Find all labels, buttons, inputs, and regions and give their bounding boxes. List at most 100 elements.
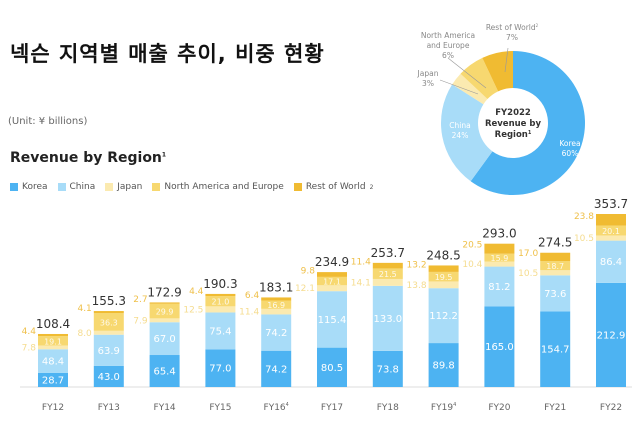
- donut-slice-rest-of-world: [482, 51, 513, 92]
- bar-value-label: 10.4: [462, 260, 482, 270]
- bar-value-label: 7.9: [133, 316, 148, 326]
- bar-segment-north-america-and-europe: [372, 268, 403, 279]
- bar-segment-japan: [149, 318, 180, 323]
- bar-segment-china: [372, 285, 403, 351]
- bar-total-label: 248.5: [426, 248, 460, 262]
- donut-slice-percent: 3%: [422, 79, 434, 88]
- legend-item-north-america-and-europe: North America and Europe: [152, 182, 284, 192]
- bar-value-label: 12.1: [295, 284, 315, 294]
- bar-value-label: 67.0: [153, 334, 175, 345]
- bar-segment-china: [261, 314, 292, 351]
- chart-title: Revenue by Region1: [10, 150, 166, 166]
- bar-segment-korea: [38, 372, 68, 387]
- bar-value-label: 75.4: [209, 326, 231, 337]
- bar-segment-north-america-and-europe: [149, 303, 180, 319]
- x-tick-label: FY20: [488, 403, 510, 413]
- bar-total-label: 253.7: [371, 246, 405, 260]
- bar-segment-north-america-and-europe: [205, 296, 236, 307]
- page-title: 넥슨 지역별 매출 추이, 비중 현황: [10, 42, 325, 66]
- donut-center-label: Revenue by: [485, 119, 542, 129]
- bar-segment-north-america-and-europe: [317, 276, 347, 286]
- leader-line: [447, 57, 487, 89]
- bar-value-label: 48.4: [42, 357, 64, 368]
- bar-segment-rest-of-world: [261, 297, 292, 301]
- bar-segment-china: [38, 349, 68, 373]
- unit-label: (Unit: ¥ billions): [8, 116, 88, 127]
- x-tick-label: FY14: [154, 403, 176, 413]
- bar-value-label: 74.2: [265, 328, 287, 339]
- bar-value-label: 17.0: [518, 249, 538, 259]
- donut-slice-percent: 7%: [506, 33, 518, 42]
- bar-segment-korea: [205, 349, 236, 387]
- bar-segment-north-america-and-europe: [93, 313, 124, 331]
- donut-slice-name: and Europe: [427, 41, 470, 50]
- bar-total-label: 172.9: [147, 285, 181, 299]
- legend-label: North America and Europe: [164, 182, 284, 192]
- bar-value-label: 13.8: [407, 281, 427, 291]
- bar-value-label: 43.0: [98, 372, 120, 383]
- x-tick-label: FY18: [377, 403, 399, 413]
- donut-slice-percent: 6%: [442, 51, 454, 60]
- bar-total-label: 274.5: [538, 236, 572, 250]
- donut-slice-japan: [452, 73, 488, 105]
- bar-segment-korea: [428, 343, 459, 387]
- bar-value-label: 11.4: [351, 258, 371, 268]
- bar-segment-korea: [149, 355, 180, 387]
- bar-value-label: 4.1: [77, 304, 91, 314]
- bar-segment-china: [428, 288, 459, 344]
- donut-slice-name: Japan: [417, 69, 439, 78]
- bar-segment-japan: [428, 281, 459, 289]
- x-tick-label: FY12: [42, 403, 64, 413]
- legend-label: Korea: [22, 182, 48, 192]
- bar-value-label: 63.9: [98, 346, 120, 357]
- bar-total-label: 155.3: [92, 294, 126, 308]
- bar-segment-china: [484, 266, 515, 307]
- legend-item-china: China: [57, 182, 95, 192]
- bar-value-label: 74.2: [265, 364, 287, 375]
- bar-segment-korea: [596, 282, 626, 387]
- bar-segment-china: [93, 334, 124, 366]
- bar-total-label: 108.4: [36, 317, 70, 331]
- bar-value-label: 115.4: [318, 315, 347, 326]
- bar-value-label: 19.5: [435, 273, 453, 282]
- bar-value-label: 23.8: [574, 212, 594, 222]
- bar-value-label: 6.4: [245, 291, 260, 301]
- bar-segment-china: [149, 322, 180, 356]
- x-tick-label: FY194: [431, 402, 456, 413]
- bar-segment-north-america-and-europe: [428, 271, 459, 282]
- bar-segment-north-america-and-europe: [38, 336, 68, 346]
- bar-segment-korea: [93, 365, 124, 387]
- donut-slice-percent: 60%: [562, 149, 579, 158]
- donut-center-label: Region1: [495, 130, 532, 140]
- bar-segment-china: [317, 291, 347, 348]
- bar-total-label: 183.1: [259, 280, 293, 294]
- bar-value-label: 15.9: [490, 254, 508, 263]
- bar-value-label: 165.0: [485, 342, 514, 353]
- legend-item-korea: Korea: [10, 182, 48, 192]
- bar-value-label: 2.7: [133, 295, 147, 305]
- bar-segment-rest-of-world: [205, 293, 236, 297]
- bar-value-label: 29.9: [156, 308, 174, 317]
- bar-value-label: 4.4: [189, 287, 204, 297]
- bar-segment-japan: [38, 345, 68, 350]
- bar-value-label: 4.4: [22, 327, 37, 337]
- bar-segment-rest-of-world: [317, 272, 347, 277]
- bar-segment-korea: [261, 350, 292, 387]
- bar-value-label: 21.5: [379, 270, 397, 279]
- bar-segment-north-america-and-europe: [484, 253, 515, 262]
- bar-segment-china: [205, 312, 236, 350]
- bar-segment-rest-of-world: [540, 252, 571, 262]
- bar-value-label: 154.7: [541, 345, 570, 356]
- bar-segment-rest-of-world: [428, 265, 459, 272]
- x-tick-label: FY164: [264, 402, 289, 413]
- donut-slice-china: [441, 84, 493, 182]
- legend-swatch: [10, 183, 18, 191]
- legend-label: Rest of World: [305, 182, 366, 192]
- bar-value-label: 65.4: [153, 367, 175, 378]
- legend-sup: 2: [369, 183, 374, 191]
- bar-total-label: 234.9: [315, 255, 349, 269]
- bar-value-label: 18.7: [546, 262, 564, 271]
- bar-segment-rest-of-world: [149, 302, 180, 304]
- bar-value-label: 28.7: [42, 375, 64, 386]
